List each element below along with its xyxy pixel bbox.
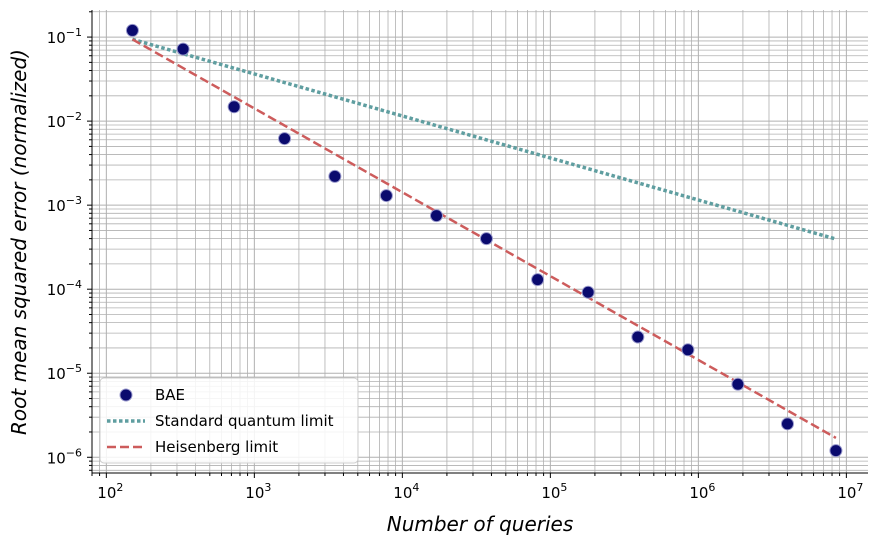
bae-data-point [278,132,292,146]
legend-frame [99,377,359,464]
y-tick-label: 10−6 [47,446,82,467]
bae-data-point [581,285,595,299]
axes [87,10,868,478]
legend-label-heisenberg-limit: Heisenberg limit [155,438,278,456]
bae-data-point [379,189,393,203]
x-tick-label: 107 [837,481,863,502]
x-tick-label: 106 [689,481,715,502]
bae-data-point [227,100,241,114]
y-tick-label: 10−1 [47,26,82,47]
tick-labels: 102 103 104 105 106 107 10−6 10−5 10−4 10−3 10−2 10… [47,26,864,502]
bae-data-point [681,343,695,357]
bae-data-point [176,42,190,56]
legend: BAE Standard quantum limit Heisenberg li… [99,377,359,464]
y-tick-label: 10−5 [47,362,82,383]
legend-marker-bae [119,388,133,402]
bae-data-point [531,273,545,287]
legend-label-bae: BAE [155,386,185,404]
x-tick-label: 104 [393,481,419,502]
legend-label-standard-quantum-limit: Standard quantum limit [155,412,334,430]
x-tick-label: 103 [245,481,271,502]
x-tick-label: 105 [541,481,567,502]
y-axis-label: Root mean squared error (normalized) [7,49,31,435]
y-tick-label: 10−4 [47,278,82,299]
y-tick-label: 10−3 [47,194,82,215]
standard-quantum-limit-line [131,37,837,241]
y-tick-label: 10−2 [47,110,82,131]
bae-data-point [731,377,745,391]
bae-data-point [829,444,843,458]
bae-data-point [780,417,794,431]
x-axis-label: Number of queries [387,512,574,536]
bae-data-point [125,23,139,37]
data-series [125,23,843,458]
bae-data-point [631,330,645,344]
bae-data-point [479,232,493,246]
bae-data-point [328,169,342,183]
x-tick-label: 102 [97,481,123,502]
bae-data-point [429,209,443,223]
